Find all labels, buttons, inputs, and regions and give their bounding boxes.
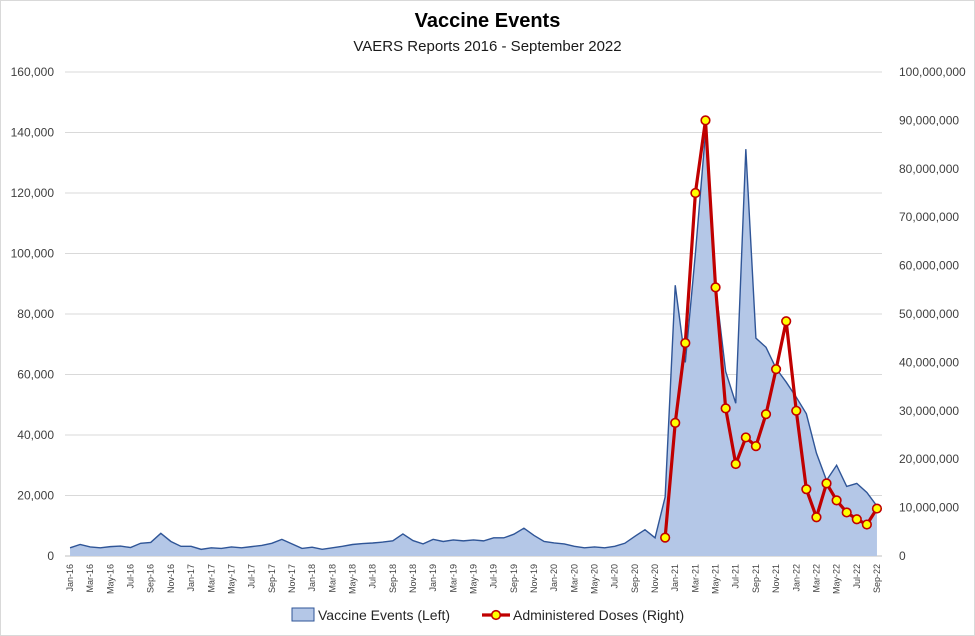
administered-doses-point bbox=[740, 432, 751, 443]
administered-doses-point bbox=[750, 441, 762, 452]
x-tick-label: Jul-20 bbox=[610, 564, 620, 589]
right-tick-label: 40,000,000 bbox=[899, 355, 959, 369]
administered-doses-point bbox=[851, 514, 862, 525]
x-tick-label: Nov-16 bbox=[166, 564, 176, 593]
right-tick-label: 20,000,000 bbox=[899, 452, 959, 466]
administered-doses-point bbox=[841, 507, 852, 518]
administered-doses-point bbox=[700, 115, 711, 126]
x-tick-label: May-18 bbox=[347, 564, 357, 594]
left-tick-label: 0 bbox=[47, 549, 54, 563]
administered-doses-point bbox=[680, 337, 691, 349]
left-tick-label: 60,000 bbox=[17, 368, 54, 382]
legend-area-label: Vaccine Events (Left) bbox=[318, 607, 450, 623]
x-tick-label: Sep-17 bbox=[267, 564, 277, 593]
x-tick-label: Mar-16 bbox=[85, 564, 95, 593]
x-tick-label: Jan-16 bbox=[65, 564, 75, 592]
administered-doses-point bbox=[871, 503, 883, 514]
administered-doses-point bbox=[821, 478, 832, 489]
chart-title: Vaccine Events bbox=[414, 10, 561, 32]
x-tick-label: Jan-18 bbox=[307, 564, 317, 592]
x-tick-label: Jan-20 bbox=[549, 564, 559, 592]
x-tick-label: Nov-20 bbox=[650, 564, 660, 593]
right-tick-label: 50,000,000 bbox=[899, 307, 959, 321]
x-tick-label: May-19 bbox=[469, 564, 479, 594]
right-tick-label: 80,000,000 bbox=[899, 162, 959, 176]
chart-subtitle: VAERS Reports 2016 - September 2022 bbox=[353, 38, 622, 55]
administered-doses-point bbox=[660, 532, 671, 543]
administered-doses-point bbox=[801, 484, 812, 495]
administered-doses-point bbox=[781, 316, 792, 327]
x-tick-label: Jul-16 bbox=[126, 564, 136, 589]
administered-doses-point bbox=[861, 519, 872, 530]
vaccine-events-area-outline bbox=[69, 132, 878, 551]
x-tick-label: May-22 bbox=[832, 564, 842, 594]
administered-doses-point bbox=[770, 364, 782, 375]
left-tick-label: 120,000 bbox=[11, 186, 55, 200]
right-axis-ticks: 0 10,000,000 20,000,000 30,000,000 40,000,00… bbox=[899, 65, 966, 563]
right-tick-label: 100,000,000 bbox=[899, 65, 966, 79]
administered-doses-point bbox=[730, 458, 741, 470]
administered-doses-point bbox=[690, 187, 701, 199]
administered-doses-point bbox=[720, 403, 731, 414]
x-tick-label: Nov-21 bbox=[771, 564, 781, 593]
left-tick-label: 100,000 bbox=[11, 247, 55, 261]
legend-line-label: Administered Doses (Right) bbox=[513, 607, 684, 623]
left-axis-ticks: 0 20,000 40,000 60,000 80,000 100,000 120,000 1… bbox=[11, 65, 55, 563]
x-tick-label: May-20 bbox=[590, 564, 600, 594]
x-tick-label: May-21 bbox=[711, 564, 721, 594]
administered-doses-path bbox=[663, 118, 879, 538]
left-tick-label: 160,000 bbox=[11, 65, 55, 79]
x-tick-label: Nov-18 bbox=[408, 564, 418, 593]
left-tick-label: 20,000 bbox=[17, 489, 54, 503]
x-axis-ticks: Jan-16 Mar-16 May-16 Jul-16 Sep-16 Nov-16 Jan-… bbox=[65, 564, 882, 594]
x-tick-label: Mar-22 bbox=[811, 564, 821, 593]
x-tick-label: Jul-17 bbox=[247, 564, 257, 589]
right-tick-label: 60,000,000 bbox=[899, 259, 959, 273]
left-tick-label: 140,000 bbox=[11, 126, 55, 140]
legend-line-marker bbox=[490, 609, 502, 621]
administered-doses-point bbox=[710, 282, 721, 293]
x-tick-label: Jul-19 bbox=[489, 564, 499, 589]
x-tick-label: Jul-18 bbox=[368, 564, 378, 589]
x-tick-label: Sep-18 bbox=[388, 564, 398, 593]
x-tick-label: Sep-16 bbox=[146, 564, 156, 593]
x-tick-label: Jan-19 bbox=[428, 564, 438, 592]
x-tick-label: Mar-21 bbox=[690, 564, 700, 593]
x-tick-label: Mar-18 bbox=[327, 564, 337, 593]
x-tick-label: Mar-20 bbox=[569, 564, 579, 593]
left-tick-label: 40,000 bbox=[17, 428, 54, 442]
administered-doses-point bbox=[670, 417, 681, 429]
administered-doses-point bbox=[831, 495, 842, 506]
x-tick-label: May-16 bbox=[105, 564, 115, 594]
administered-doses-line bbox=[660, 115, 883, 543]
x-tick-label: Nov-17 bbox=[287, 564, 297, 593]
right-tick-label: 10,000,000 bbox=[899, 501, 959, 515]
x-tick-label: Sep-19 bbox=[509, 564, 519, 593]
right-tick-label: 30,000,000 bbox=[899, 404, 959, 418]
vaccine-events-area-fill bbox=[70, 132, 877, 556]
legend-area-swatch bbox=[291, 607, 315, 622]
x-tick-label: Sep-21 bbox=[751, 564, 761, 593]
right-tick-label: 70,000,000 bbox=[899, 210, 959, 224]
x-tick-label: Sep-20 bbox=[630, 564, 640, 593]
legend: Vaccine Events (Left) Administered Doses … bbox=[291, 607, 684, 623]
left-tick-label: 80,000 bbox=[17, 307, 54, 321]
administered-doses-point bbox=[811, 512, 822, 523]
x-tick-label: Jan-22 bbox=[791, 564, 801, 592]
x-tick-label: Mar-19 bbox=[448, 564, 458, 593]
x-tick-label: Mar-17 bbox=[206, 564, 216, 593]
administered-doses-point bbox=[760, 409, 772, 420]
x-tick-label: May-17 bbox=[226, 564, 236, 594]
x-tick-label: Nov-19 bbox=[529, 564, 539, 593]
right-tick-label: 0 bbox=[899, 549, 906, 563]
right-tick-label: 90,000,000 bbox=[899, 113, 959, 127]
x-tick-label: Jul-22 bbox=[852, 564, 862, 589]
administered-doses-point bbox=[791, 405, 802, 416]
x-tick-label: Jan-21 bbox=[670, 564, 680, 592]
x-tick-label: Jul-21 bbox=[731, 564, 741, 589]
x-tick-label: Sep-22 bbox=[872, 564, 882, 593]
vaccine-events-area bbox=[69, 132, 878, 556]
x-tick-label: Jan-17 bbox=[186, 564, 196, 592]
